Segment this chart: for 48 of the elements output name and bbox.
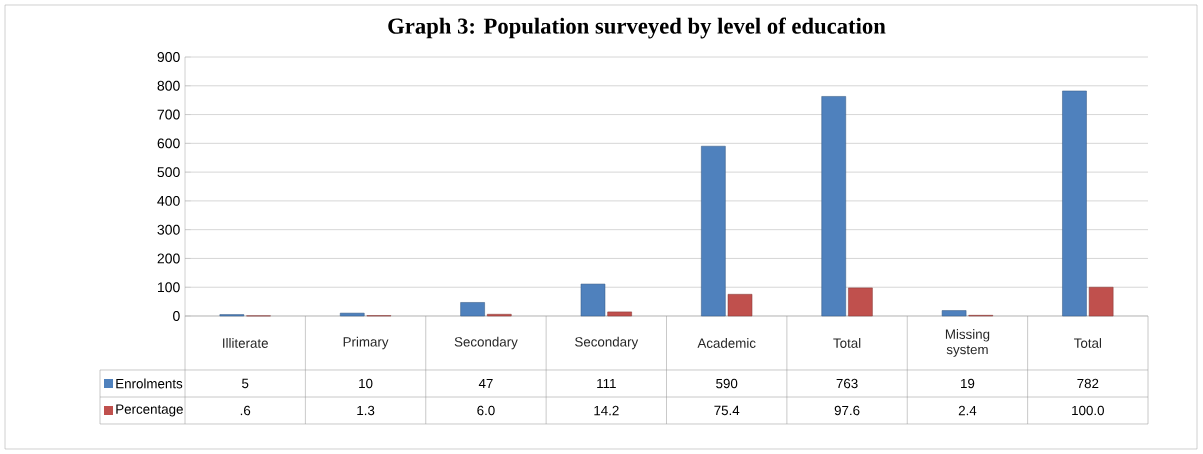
data-label: 10 bbox=[359, 378, 373, 389]
x-tick-label: Primary bbox=[343, 336, 389, 350]
x-tick-label: Secondary bbox=[575, 336, 639, 350]
data-label: 100.0 bbox=[1072, 405, 1104, 416]
y-tick-label: 500 bbox=[157, 167, 180, 178]
data-label: 1.3 bbox=[357, 405, 375, 416]
bar bbox=[1088, 286, 1114, 317]
bar bbox=[339, 312, 365, 317]
data-label: 75.4 bbox=[714, 405, 740, 416]
x-tick-label: Total bbox=[833, 338, 861, 348]
bar bbox=[848, 287, 873, 317]
x-tick-label: Secondary bbox=[454, 336, 518, 350]
y-tick-label: 600 bbox=[157, 138, 180, 149]
data-label: .6 bbox=[240, 405, 251, 416]
y-tick-label: 300 bbox=[157, 224, 180, 235]
y-tick-label: 900 bbox=[157, 52, 180, 62]
data-label: 782 bbox=[1077, 378, 1099, 389]
data-label: 111 bbox=[597, 378, 616, 389]
bar bbox=[941, 310, 967, 317]
data-label: 97.6 bbox=[834, 405, 860, 416]
y-tick-label: 200 bbox=[157, 253, 180, 264]
data-label: 14.2 bbox=[594, 405, 619, 416]
bar bbox=[1062, 90, 1087, 317]
bar bbox=[701, 145, 726, 317]
y-tick-label: 0 bbox=[173, 311, 180, 321]
x-tick-label: Academic bbox=[697, 338, 756, 348]
x-tick-label: Total bbox=[1074, 338, 1102, 348]
data-label: 19 bbox=[961, 378, 975, 389]
data-label: 47 bbox=[478, 378, 493, 389]
data-label: 2.4 bbox=[958, 405, 977, 416]
bar bbox=[607, 311, 632, 317]
bar bbox=[821, 96, 846, 317]
bar bbox=[727, 294, 753, 317]
bar bbox=[580, 283, 606, 317]
data-label: 5 bbox=[242, 378, 249, 389]
y-tick-label: 700 bbox=[157, 109, 180, 120]
data-label: 6.0 bbox=[477, 405, 495, 416]
data-label: 763 bbox=[836, 378, 858, 389]
data-label: 590 bbox=[716, 378, 738, 389]
chart-title: Graph 3: Population surveyed by level of education bbox=[388, 17, 886, 39]
y-tick-label: 800 bbox=[157, 80, 180, 91]
y-tick-label: 100 bbox=[158, 282, 180, 293]
x-tick-label: Missing system bbox=[945, 329, 990, 357]
y-tick-label: 400 bbox=[157, 195, 180, 206]
bar bbox=[460, 302, 485, 317]
legend-label: Percentage bbox=[116, 404, 183, 417]
legend-label: Enrolments bbox=[116, 378, 183, 389]
x-tick-label: Illiterate bbox=[223, 338, 268, 348]
